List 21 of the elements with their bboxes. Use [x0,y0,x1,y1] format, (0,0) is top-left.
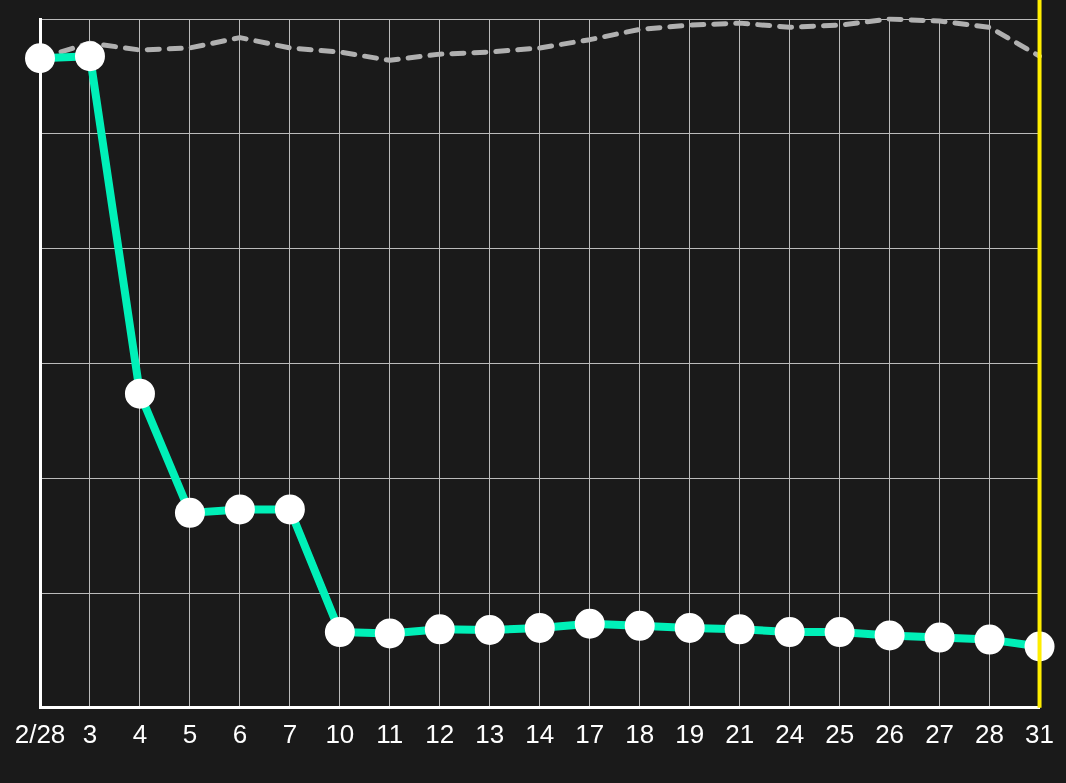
x-tick-label: 18 [625,718,655,749]
x-tick-label: 4 [132,718,148,749]
x-tick-label: 26 [875,718,905,749]
x-tick-label: 2/28 [14,718,66,749]
x-tick-label: 27 [925,718,955,749]
x-tick-label: 17 [575,718,605,749]
x-tick-label: 11 [376,718,404,749]
x-tick-label: 31 [1025,718,1054,749]
x-tick-label: 5 [182,718,198,749]
x-tick-label: 25 [825,718,855,749]
x-tick-label: 13 [475,718,505,749]
x-tick-label: 14 [525,718,555,749]
x-tick-label: 3 [82,718,98,749]
x-tick-label: 19 [675,718,705,749]
x-tick-label: 21 [725,718,755,749]
x-tick-label: 7 [282,718,298,749]
x-tick-label: 12 [425,718,455,749]
x-tick-label: 28 [975,718,1005,749]
x-tick-label: 24 [775,718,805,749]
x-tick-label: 6 [232,718,248,749]
x-tick-label: 10 [325,718,355,749]
